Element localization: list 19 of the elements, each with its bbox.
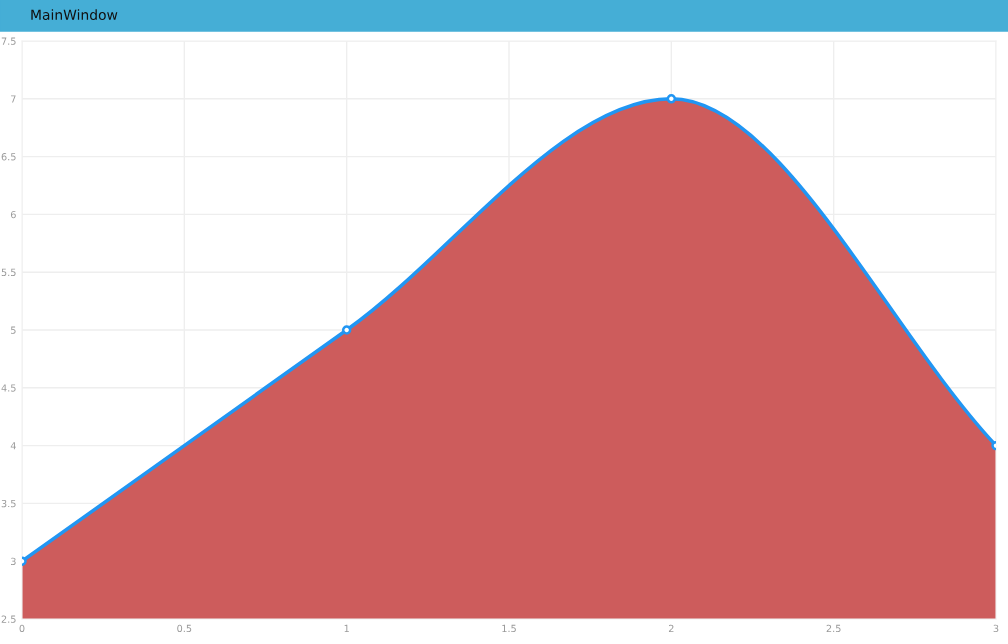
x-tick-label: 0.5 <box>177 624 192 633</box>
y-tick-label: 3.5 <box>1 499 16 508</box>
x-tick-label: 2.5 <box>826 624 841 633</box>
y-tick-label: 5.5 <box>1 268 16 277</box>
y-tick-label: 6.5 <box>1 153 16 161</box>
x-tick-label: 1.5 <box>502 624 516 633</box>
y-tick-label: 7.5 <box>1 37 16 45</box>
y-tick-label: 4 <box>10 442 16 450</box>
x-tick-label: 2 <box>668 624 674 632</box>
y-tick-label: 6 <box>10 210 16 219</box>
y-tick-label: 3 <box>11 557 16 566</box>
y-tick-label: 2.5 <box>1 615 16 623</box>
x-tick-label: 0 <box>19 624 25 633</box>
chart-title: MainWindow <box>31 9 118 21</box>
y-tick-label: 7 <box>11 95 16 103</box>
y-tick-label: 5 <box>11 326 16 334</box>
x-tick-label: 1 <box>344 624 349 632</box>
y-tick-label: 4.5 <box>1 384 16 392</box>
x-tick-label: 3 <box>993 624 999 633</box>
